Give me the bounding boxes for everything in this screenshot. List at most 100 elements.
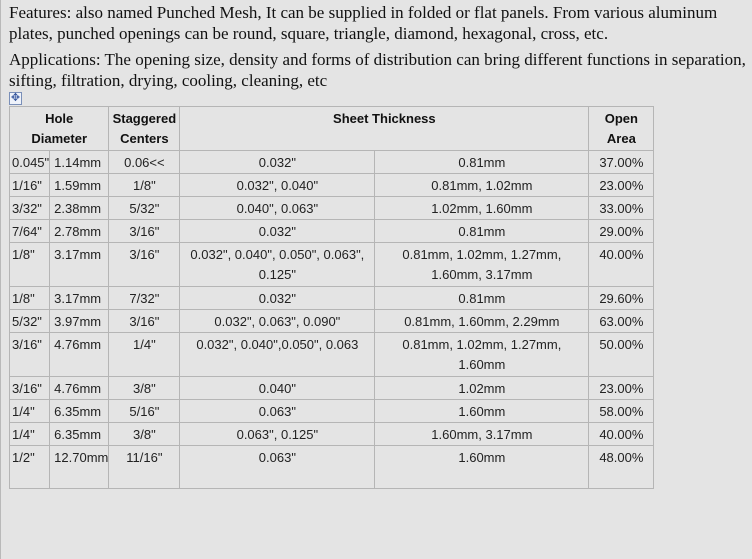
sheet-thickness-inch-cell: 0.032", 0.040" (179, 173, 376, 197)
staggered-centers-cell: 0.06<< (108, 150, 181, 174)
cell-line: 0.032", 0.063", 0.090" (214, 314, 341, 329)
hole-diameter-inch-cell: 1/8" (8, 242, 51, 287)
page-left-border (0, 0, 1, 559)
hole-diameter-mm-cell: 12.70mm (49, 445, 110, 489)
open-area-cell: 23.00% (588, 376, 655, 400)
hole-diameter-mm-cell: 3.97mm (49, 309, 110, 333)
cell-line: 0.040", 0.063" (236, 201, 319, 216)
open-area-cell: 37.00% (588, 150, 655, 174)
table-row: 5/32" 3.97mm 3/16" 0.032", 0.063", 0.090" 0.… (8, 309, 655, 333)
open-area-cell: 48.00% (588, 445, 655, 489)
open-area-cell: 40.00% (588, 422, 655, 446)
cell-line: 1.60mm, 3.17mm (431, 427, 533, 442)
open-area-cell: 33.00% (588, 196, 655, 220)
staggered-centers-cell: 3/8" (108, 376, 181, 400)
header-open-area: Open Area (588, 106, 655, 151)
sheet-thickness-mm-cell: 1.60mm (374, 445, 590, 489)
open-area-cell: 29.00% (588, 219, 655, 243)
table-row: 3/16" 4.76mm 1/4" 0.032", 0.040",0.050", 0.… (8, 332, 655, 377)
table-row: 1/16" 1.59mm 1/8" 0.032", 0.040" 0.81mm, 1.0… (8, 173, 655, 197)
sheet-thickness-mm-cell: 0.81mm (374, 150, 590, 174)
sheet-thickness-inch-cell: 0.032", 0.063", 0.090" (179, 309, 376, 333)
sheet-thickness-inch-cell: 0.040", 0.063" (179, 196, 376, 220)
cell-line: 0.040" (258, 381, 296, 396)
cell-line: 1.60mm (458, 357, 506, 372)
cell-line: 1.60mm, 3.17mm (431, 267, 533, 282)
cell-line: 0.81mm (458, 155, 506, 170)
sheet-thickness-inch-cell: 0.032", 0.040",0.050", 0.063 (179, 332, 376, 377)
header-staggered-centers: Staggered Centers (108, 106, 181, 151)
hole-diameter-mm-cell: 2.78mm (49, 219, 110, 243)
staggered-centers-cell: 3/16" (108, 242, 181, 287)
cell-line: 0.032", 0.040", 0.050", 0.063", (190, 247, 365, 262)
features-paragraph: Features: also named Punched Mesh, It ca… (9, 3, 718, 43)
cell-line: 0.063" (258, 404, 296, 419)
header-sheet-thickness: Sheet Thickness (179, 106, 590, 151)
cell-line: 0.032" (258, 155, 296, 170)
sheet-thickness-inch-cell: 0.063", 0.125" (179, 422, 376, 446)
specifications-table: Hole Diameter Staggered Centers Sheet Thic… (8, 106, 655, 489)
table-move-handle-icon[interactable]: ✥ (9, 91, 22, 105)
sheet-thickness-inch-cell: 0.063" (179, 445, 376, 489)
hole-diameter-inch-cell: 3/16" (8, 332, 51, 377)
sheet-thickness-mm-cell: 0.81mm (374, 286, 590, 310)
hole-diameter-inch-cell: 1/8" (8, 286, 51, 310)
hole-diameter-inch-cell: 1/16" (8, 173, 51, 197)
hole-diameter-inch-cell: 7/64" (8, 219, 51, 243)
sheet-thickness-inch-cell: 0.063" (179, 399, 376, 423)
cell-line: 0.81mm, 1.02mm, 1.27mm, (402, 247, 562, 262)
hole-diameter-inch-cell: 1/4" (8, 422, 51, 446)
hole-diameter-mm-cell: 1.59mm (49, 173, 110, 197)
cell-line: 0.81mm (458, 291, 506, 306)
staggered-centers-cell: 5/16" (108, 399, 181, 423)
staggered-centers-cell: 1/4" (108, 332, 181, 377)
staggered-centers-cell: 3/8" (108, 422, 181, 446)
staggered-centers-cell: 3/16" (108, 309, 181, 333)
cell-line: 0.032" (258, 291, 296, 306)
header-hole-diameter: Hole Diameter (8, 106, 110, 151)
cell-line: 1.02mm (458, 381, 506, 396)
cell-line: 0.81mm, 1.02mm, 1.27mm, (402, 337, 562, 352)
cell-line: 0.81mm (458, 224, 506, 239)
cell-line: 0.125" (258, 267, 296, 282)
hole-diameter-mm-cell: 1.14mm (49, 150, 110, 174)
open-area-cell: 50.00% (588, 332, 655, 377)
staggered-centers-cell: 1/8" (108, 173, 181, 197)
sheet-thickness-mm-cell: 1.60mm, 3.17mm (374, 422, 590, 446)
table-row: 3/32" 2.38mm 5/32" 0.040", 0.063" 1.02mm, 1.… (8, 196, 655, 220)
sheet-thickness-mm-cell: 0.81mm, 1.60mm, 2.29mm (374, 309, 590, 333)
sheet-thickness-inch-cell: 0.032" (179, 150, 376, 174)
cell-line: 0.032" (258, 224, 296, 239)
open-area-cell: 23.00% (588, 173, 655, 197)
hole-diameter-mm-cell: 6.35mm (49, 422, 110, 446)
hole-diameter-mm-cell: 4.76mm (49, 332, 110, 377)
cell-line: 0.032", 0.040",0.050", 0.063 (196, 337, 359, 352)
hole-diameter-mm-cell: 2.38mm (49, 196, 110, 220)
table-row: 7/64" 2.78mm 3/16" 0.032" 0.81mm 29.00% (8, 219, 655, 243)
cell-line: 1.60mm (458, 404, 506, 419)
open-area-cell: 58.00% (588, 399, 655, 423)
sheet-thickness-inch-cell: 0.032", 0.040", 0.050", 0.063", 0.125" (179, 242, 376, 287)
applications-paragraph: Applications: The opening size, density … (9, 50, 746, 90)
sheet-thickness-mm-cell: 0.81mm, 1.02mm, 1.27mm, 1.60mm, 3.17mm (374, 242, 590, 287)
cell-line: 0.81mm, 1.60mm, 2.29mm (404, 314, 560, 329)
hole-diameter-inch-cell: 1/4" (8, 399, 51, 423)
staggered-centers-cell: 5/32" (108, 196, 181, 220)
cell-line: 0.032", 0.040" (236, 178, 319, 193)
hole-diameter-mm-cell: 3.17mm (49, 242, 110, 287)
sheet-thickness-mm-cell: 1.60mm (374, 399, 590, 423)
table-row: 3/16" 4.76mm 3/8" 0.040" 1.02mm 23.00% (8, 376, 655, 400)
sheet-thickness-inch-cell: 0.032" (179, 219, 376, 243)
sheet-thickness-mm-cell: 1.02mm, 1.60mm (374, 196, 590, 220)
sheet-thickness-mm-cell: 0.81mm, 1.02mm (374, 173, 590, 197)
hole-diameter-inch-cell: 3/32" (8, 196, 51, 220)
cell-line: 1.02mm, 1.60mm (431, 201, 533, 216)
cell-line: 1.60mm (458, 450, 506, 465)
sheet-thickness-mm-cell: 1.02mm (374, 376, 590, 400)
cell-line: 0.063" (258, 450, 296, 465)
sheet-thickness-inch-cell: 0.040" (179, 376, 376, 400)
staggered-centers-cell: 11/16" (108, 445, 181, 489)
sheet-thickness-mm-cell: 0.81mm, 1.02mm, 1.27mm, 1.60mm (374, 332, 590, 377)
hole-diameter-inch-cell: 5/32" (8, 309, 51, 333)
table-row: 1/4" 6.35mm 5/16" 0.063" 1.60mm 58.00% (8, 399, 655, 423)
